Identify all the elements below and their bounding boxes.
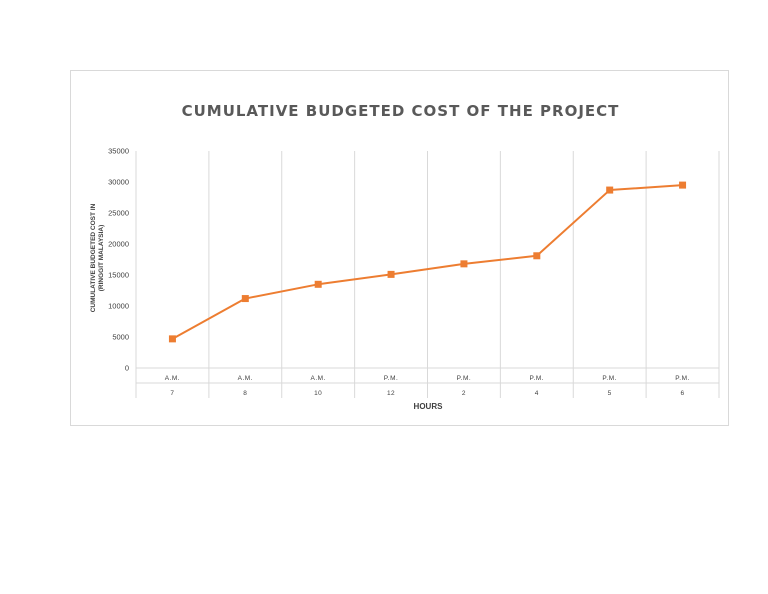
x-tick-period-label: P.M. [457, 375, 472, 382]
y-tick-label: 20000 [108, 240, 129, 249]
x-tick-hour-label: 2 [462, 390, 466, 397]
chart-frame: CUMULATIVE BUDGETED COST OF THE PROJECT … [70, 70, 729, 426]
x-tick-period-label: A.M. [238, 375, 253, 382]
data-point-marker [460, 260, 468, 268]
x-tick-period-label: P.M. [530, 375, 545, 382]
x-tick-hour-label: 8 [243, 390, 247, 397]
x-tick-hour-label: 12 [387, 390, 395, 397]
x-tick-period-label: P.M. [602, 375, 617, 382]
grid-layer [135, 151, 720, 398]
data-point-marker [241, 295, 249, 303]
data-point-marker [314, 280, 322, 288]
data-point-marker [679, 181, 687, 189]
y-tick-label: 0 [125, 364, 129, 373]
y-tick-label: 5000 [112, 333, 129, 342]
x-tick-hour-label: 7 [170, 390, 174, 397]
x-tick-period-label: P.M. [675, 375, 690, 382]
y-tick-label: 35000 [108, 147, 129, 156]
x-axis-ticks: A.M. 7 A.M. 8 A.M. 10 P.M. 12 P.M. 2 P.M. 4 P.M. 5 P.M… [165, 375, 690, 397]
series-line [171, 184, 683, 340]
data-point-marker [168, 335, 176, 343]
y-axis-title-line-1: CUMULATIVE BUDGETED COST IN [90, 203, 97, 312]
x-axis-title: HOURS [414, 402, 444, 411]
y-tick-label: 25000 [108, 209, 129, 218]
data-point-marker [606, 186, 614, 194]
chart-title: CUMULATIVE BUDGETED COST OF THE PROJECT [182, 102, 620, 120]
y-axis-ticks: 0 5000 10000 15000 20000 25000 30000 35000 [108, 147, 129, 373]
y-axis-title: CUMULATIVE BUDGETED COST IN (RINGGIT MAL… [90, 203, 105, 312]
y-axis-title-line-2: (RINGGIT MALAYSIA) [98, 225, 105, 292]
x-tick-period-label: A.M. [311, 375, 326, 382]
y-tick-label: 10000 [108, 302, 129, 311]
y-tick-label: 30000 [108, 178, 129, 187]
x-tick-hour-label: 5 [608, 390, 612, 397]
x-tick-hour-label: 4 [535, 390, 539, 397]
data-point-marker [387, 270, 395, 278]
cumulative-cost-chart: CUMULATIVE BUDGETED COST OF THE PROJECT … [90, 102, 720, 411]
series-layer [168, 181, 687, 343]
data-point-marker [533, 252, 541, 260]
x-tick-hour-label: 10 [314, 390, 322, 397]
x-tick-hour-label: 6 [681, 390, 685, 397]
y-tick-label: 15000 [108, 271, 129, 280]
x-tick-period-label: A.M. [165, 375, 180, 382]
x-tick-period-label: P.M. [384, 375, 399, 382]
